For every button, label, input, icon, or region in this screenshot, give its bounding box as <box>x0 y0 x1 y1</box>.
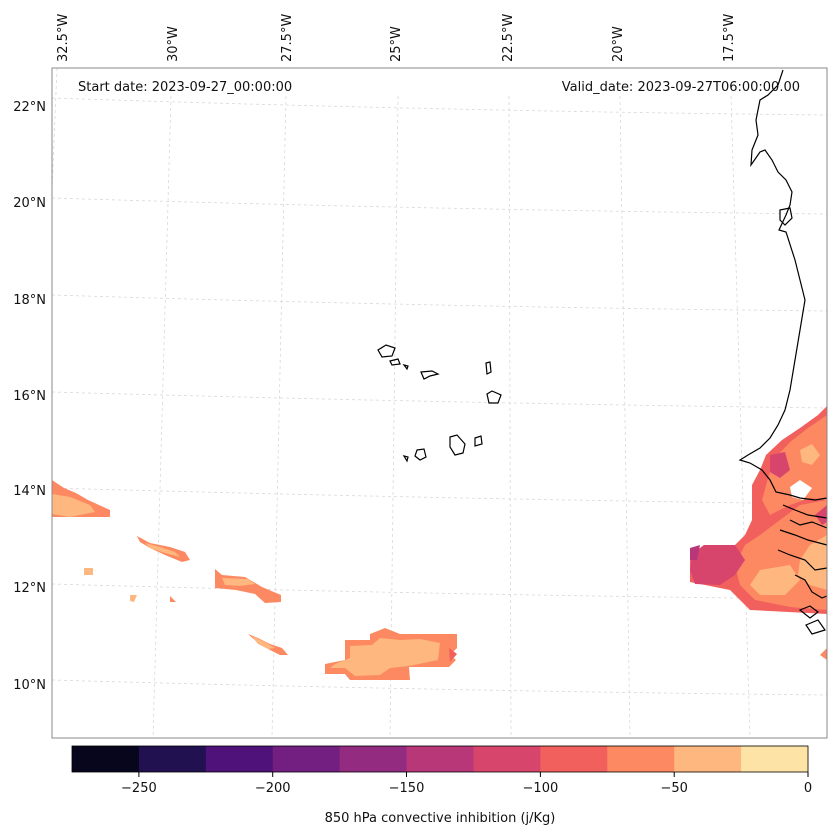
colorbar-outline <box>71 745 809 773</box>
colorbar-bin <box>540 746 608 772</box>
cin-contours <box>52 406 827 680</box>
colorbar-bin <box>138 746 207 772</box>
lat-label: 12°N <box>13 581 46 596</box>
sao-nicolau-island <box>420 370 440 380</box>
colorbar-bin <box>741 746 809 772</box>
colorbar-title: 850 hPa convective inhibition (j/Kg) <box>325 811 556 826</box>
contour-patch <box>215 569 281 603</box>
longitude-labels: 32.5°W 30°W 27.5°W 25°W 22.5°W 20°W 17.5… <box>56 14 737 62</box>
colorbar: −250 −200 −150 −100 −50 0 850 hPa convec… <box>71 745 812 826</box>
latitude-labels: 22°N 20°N 18°N 16°N 14°N 12°N 10°N <box>13 100 46 693</box>
brava-island <box>402 455 409 463</box>
colorbar-bin <box>205 746 274 772</box>
contour-patch <box>770 452 790 478</box>
colorbar-tick-label: −150 <box>389 781 425 796</box>
contour-patch <box>820 648 827 660</box>
colorbar-tick-label: −100 <box>523 781 559 796</box>
sao-vicente-island <box>389 358 401 366</box>
colorbar-bin <box>339 746 408 772</box>
parallel-10n <box>51 679 828 696</box>
map-panel <box>51 67 828 739</box>
colorbar-tick-label: 0 <box>804 781 812 796</box>
lon-label: 27.5°W <box>280 14 295 62</box>
colorbar-bin <box>607 746 675 772</box>
lon-label: 17.5°W <box>722 14 737 62</box>
colorbar-ticks <box>138 772 809 777</box>
lon-label: 32.5°W <box>56 14 71 62</box>
bijagos-coast <box>794 574 828 599</box>
contour-patch <box>449 648 457 662</box>
coastlines <box>377 69 828 635</box>
santa-luzia-island <box>402 364 409 371</box>
fogo-island <box>414 448 427 461</box>
bijagos-island <box>805 619 826 635</box>
contour-patch <box>690 545 700 560</box>
africa-coastline <box>738 69 828 501</box>
colorbar-bin <box>272 746 341 772</box>
parallel-14n <box>51 487 828 505</box>
colorbar-tick-label: −250 <box>121 781 157 796</box>
parallel-22n <box>51 97 828 116</box>
parallel-18n <box>51 294 828 312</box>
colorbar-tick-label: −50 <box>660 781 687 796</box>
start-date-label: Start date: 2023-09-27_00:00:00 <box>78 80 292 95</box>
contour-patch <box>170 596 176 602</box>
boa-vista-island <box>486 390 502 404</box>
lon-label: 22.5°W <box>501 14 516 62</box>
sal-island <box>485 361 492 375</box>
casamance-border <box>789 519 828 529</box>
guinea-bissau-border <box>779 529 828 546</box>
lon-label: 30°W <box>166 26 181 62</box>
maio-island <box>474 435 483 447</box>
contour-patch <box>84 568 93 575</box>
contour-patch <box>252 636 275 649</box>
meridian-32-5w <box>51 67 58 191</box>
meridian-20w <box>619 95 631 739</box>
colorbar-tick-label: −200 <box>255 781 291 796</box>
contour-patch <box>330 638 440 676</box>
meridian-22-5w <box>508 95 512 739</box>
santiago-island <box>449 434 466 456</box>
contour-patch <box>145 543 180 557</box>
contour-patch <box>130 595 137 602</box>
contour-patch <box>815 505 827 525</box>
colorbar-bin <box>674 746 742 772</box>
contour-patch <box>222 578 255 586</box>
contour-patch <box>52 494 95 517</box>
colorbar-bins <box>72 746 809 772</box>
gambia-river <box>782 504 828 519</box>
lat-label: 16°N <box>13 389 46 404</box>
lat-label: 14°N <box>13 484 46 499</box>
parallel-12n <box>51 583 828 600</box>
map-frame <box>51 67 828 739</box>
colorbar-bin <box>473 746 541 772</box>
meridian-17-5w <box>730 95 751 739</box>
valid-date-label: Valid_date: 2023-09-27T06:00:00.00 <box>562 80 800 95</box>
contour-patch <box>800 444 820 465</box>
colorbar-bin <box>72 746 140 772</box>
parallel-16n <box>51 391 828 409</box>
banc-darguin-island <box>779 207 793 226</box>
lat-label: 10°N <box>13 678 46 693</box>
contour-patch <box>798 535 827 590</box>
lon-label: 25°W <box>389 26 404 62</box>
contour-patch <box>762 415 827 515</box>
santo-antao-island <box>377 344 396 358</box>
parallel-20n <box>51 197 828 215</box>
lat-label: 18°N <box>13 293 46 308</box>
lat-label: 22°N <box>13 100 46 115</box>
guinea-bissau-coast <box>777 549 828 571</box>
lon-label: 20°W <box>611 26 626 62</box>
colorbar-bin <box>406 746 474 772</box>
contour-patch <box>750 565 800 595</box>
map-background <box>52 68 827 738</box>
meridian-30w <box>152 95 172 739</box>
bijagos-island <box>798 605 819 619</box>
lat-label: 20°N <box>13 196 46 211</box>
meridian-27-5w <box>271 95 287 739</box>
contour-patch <box>690 545 745 585</box>
contour-gap <box>790 480 812 500</box>
